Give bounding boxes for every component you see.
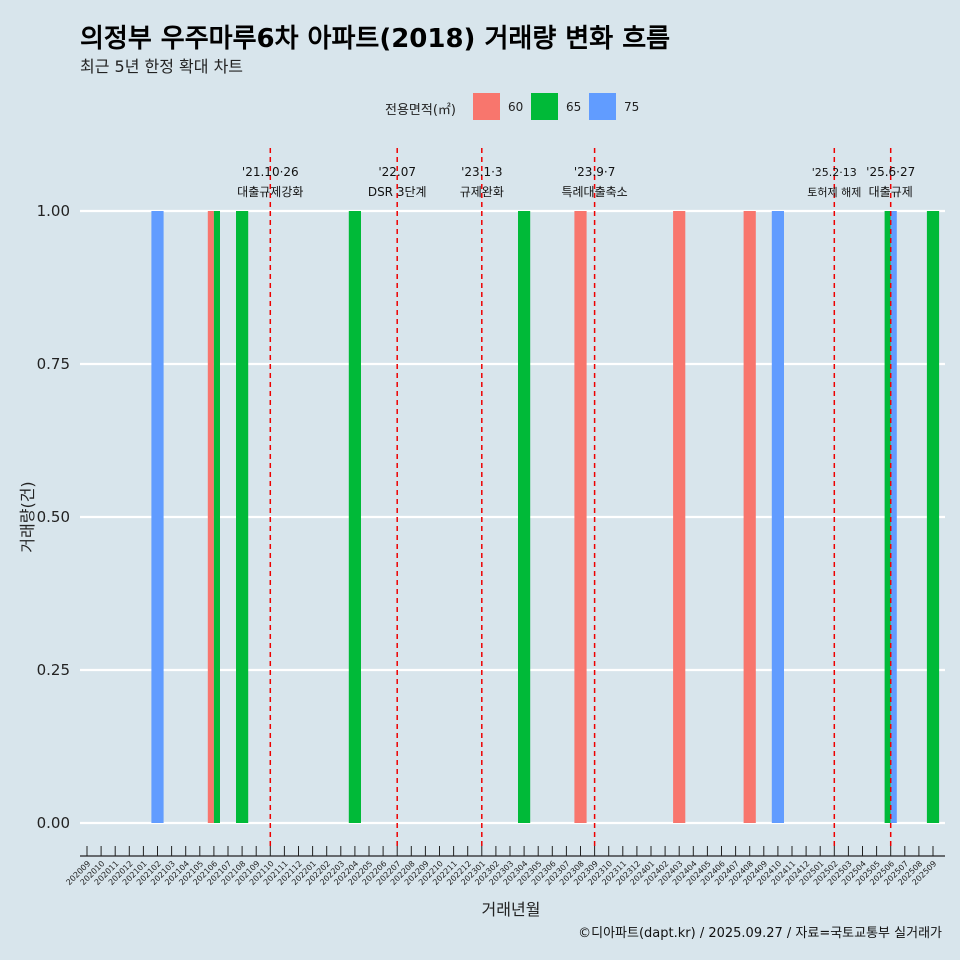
event-lines xyxy=(269,148,892,850)
bar-75-202102 xyxy=(151,211,164,823)
event-label: 대출규제강화 xyxy=(237,185,303,199)
bars xyxy=(151,211,940,823)
bar-60-202408 xyxy=(743,211,756,823)
bar-65-202509 xyxy=(926,211,940,823)
event-label: 대출규제 xyxy=(869,185,913,199)
y-tick-label: 0.75 xyxy=(37,355,70,373)
legend-label-65: 65 xyxy=(566,100,582,114)
y-axis-label: 거래량(건) xyxy=(18,481,37,552)
event-label: '23.9·7 xyxy=(574,165,615,179)
bar-65-202304 xyxy=(518,211,531,823)
bar-65-202506 xyxy=(884,211,891,823)
legend-label-60: 60 xyxy=(508,100,524,114)
event-annotations: '21.10·26 대출규제강화 '22.07 DSR 3단계 '23.1·3 규제완화 '… xyxy=(237,165,915,199)
y-axis-ticks: 0.00 0.25 0.50 0.75 1.00 xyxy=(37,202,70,832)
bar-65-202106 xyxy=(213,211,220,823)
event-label: DSR 3단계 xyxy=(368,185,427,199)
chart-subtitle: 최근 5년 한정 확대 차트 xyxy=(80,57,244,76)
y-tick-label: 1.00 xyxy=(37,202,70,220)
y-tick-label: 0.00 xyxy=(37,814,70,832)
bar-60-202403 xyxy=(673,211,686,823)
event-label: '22.07 xyxy=(378,165,416,179)
bar-60-202106 xyxy=(207,211,214,823)
event-label: 규제완화 xyxy=(460,185,504,199)
legend: 전용면적(㎡) 60 65 75 xyxy=(0,93,960,121)
legend-title: 전용면적(㎡) xyxy=(385,103,456,118)
legend-key-75 xyxy=(589,93,616,120)
chart-title: 의정부 우주마루6차 아파트(2018) 거래량 변화 흐름 xyxy=(80,24,671,54)
x-axis: 2020092020102020112020122021012021022021… xyxy=(64,846,945,887)
bar-75-202410 xyxy=(771,211,784,823)
event-label: '21.10·26 xyxy=(242,165,299,179)
event-label: 토허제 해제 xyxy=(807,185,861,199)
bar-65-202204 xyxy=(348,211,361,823)
y-tick-label: 0.25 xyxy=(37,661,70,679)
legend-key-60 xyxy=(473,93,500,120)
grid-lines xyxy=(80,209,945,825)
event-label: '23.1·3 xyxy=(461,165,502,179)
bar-65-202108 xyxy=(236,211,249,823)
event-label: '25.6·27 xyxy=(866,165,915,179)
legend-label-75: 75 xyxy=(624,100,640,114)
event-label: 특례대출축소 xyxy=(561,185,627,199)
y-tick-label: 0.50 xyxy=(37,508,70,526)
caption: ©디아파트(dapt.kr) / 2025.09.27 / 자료=국토교통부 실… xyxy=(578,926,942,941)
legend-key-65 xyxy=(531,93,558,120)
x-axis-label: 거래년월 xyxy=(482,900,541,919)
bar-75-202506 xyxy=(890,211,897,823)
bar-60-202308 xyxy=(574,211,587,823)
event-label: '25.2·13 xyxy=(812,166,857,179)
